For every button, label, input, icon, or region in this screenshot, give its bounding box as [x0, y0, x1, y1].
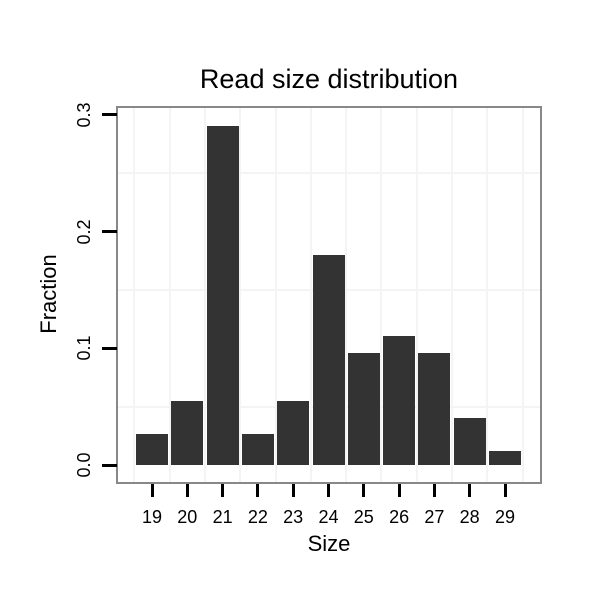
- x-tick-label: 19: [141, 507, 163, 527]
- x-tick-label: 25: [353, 507, 374, 527]
- x-axis-tick: [503, 484, 507, 497]
- minor-gridline-x: [168, 108, 171, 482]
- x-axis-tick: [362, 484, 366, 497]
- minor-gridline-x: [486, 108, 489, 482]
- y-axis-tick: [102, 230, 117, 234]
- minor-gridline-y: [118, 172, 540, 175]
- bar-21: [206, 125, 239, 465]
- bar-27: [418, 353, 451, 465]
- x-axis-tick: [397, 484, 401, 497]
- plot-panel: [116, 106, 542, 484]
- minor-gridline-x: [274, 108, 277, 482]
- x-axis-tick: [468, 484, 472, 497]
- bar-23: [277, 400, 310, 465]
- y-tick-label: 0.3: [74, 102, 94, 128]
- y-axis-tick: [102, 113, 117, 117]
- x-tick-label: 24: [318, 507, 339, 527]
- minor-gridline-x: [380, 108, 383, 482]
- bar-24: [312, 255, 345, 465]
- bar-25: [347, 353, 380, 465]
- bar-29: [489, 451, 521, 465]
- x-axis-tick: [327, 484, 330, 497]
- bar-19: [136, 433, 168, 465]
- y-axis-tick: [102, 346, 117, 350]
- bar-20: [171, 400, 204, 465]
- chart-title: Read size distribution: [199, 64, 459, 94]
- minor-gridline-x: [203, 108, 206, 482]
- minor-gridline-x: [345, 108, 348, 482]
- bar-28: [453, 418, 486, 465]
- x-axis-tick: [150, 484, 154, 497]
- y-axis-title: Fraction: [36, 254, 61, 334]
- x-axis-tick: [432, 484, 436, 497]
- x-axis-tick: [185, 484, 189, 497]
- y-axis-tick: [102, 463, 117, 467]
- minor-gridline-x: [133, 108, 136, 482]
- x-axis-tick: [221, 484, 225, 497]
- y-tick-label: 0.0: [74, 452, 94, 478]
- minor-gridline-x: [415, 108, 418, 482]
- minor-gridline-x: [451, 108, 454, 482]
- x-tick-label: 27: [424, 507, 445, 527]
- x-tick-label: 29: [494, 507, 516, 527]
- minor-gridline-x: [521, 108, 524, 482]
- minor-gridline-x: [309, 108, 312, 482]
- x-axis-tick: [256, 484, 260, 497]
- x-tick-label: 22: [247, 507, 268, 527]
- x-axis-tick: [291, 484, 295, 497]
- x-tick-label: 28: [459, 507, 480, 527]
- x-tick-label: 23: [283, 507, 304, 527]
- x-tick-label: 20: [177, 507, 198, 527]
- bar-26: [383, 335, 416, 465]
- x-tick-label: 26: [389, 507, 410, 527]
- bar-22: [241, 433, 274, 465]
- y-tick-label: 0.1: [74, 335, 94, 361]
- x-axis-title: Size: [307, 531, 351, 556]
- y-tick-label: 0.2: [74, 219, 94, 245]
- minor-gridline-x: [239, 108, 242, 482]
- x-tick-label: 21: [212, 507, 233, 527]
